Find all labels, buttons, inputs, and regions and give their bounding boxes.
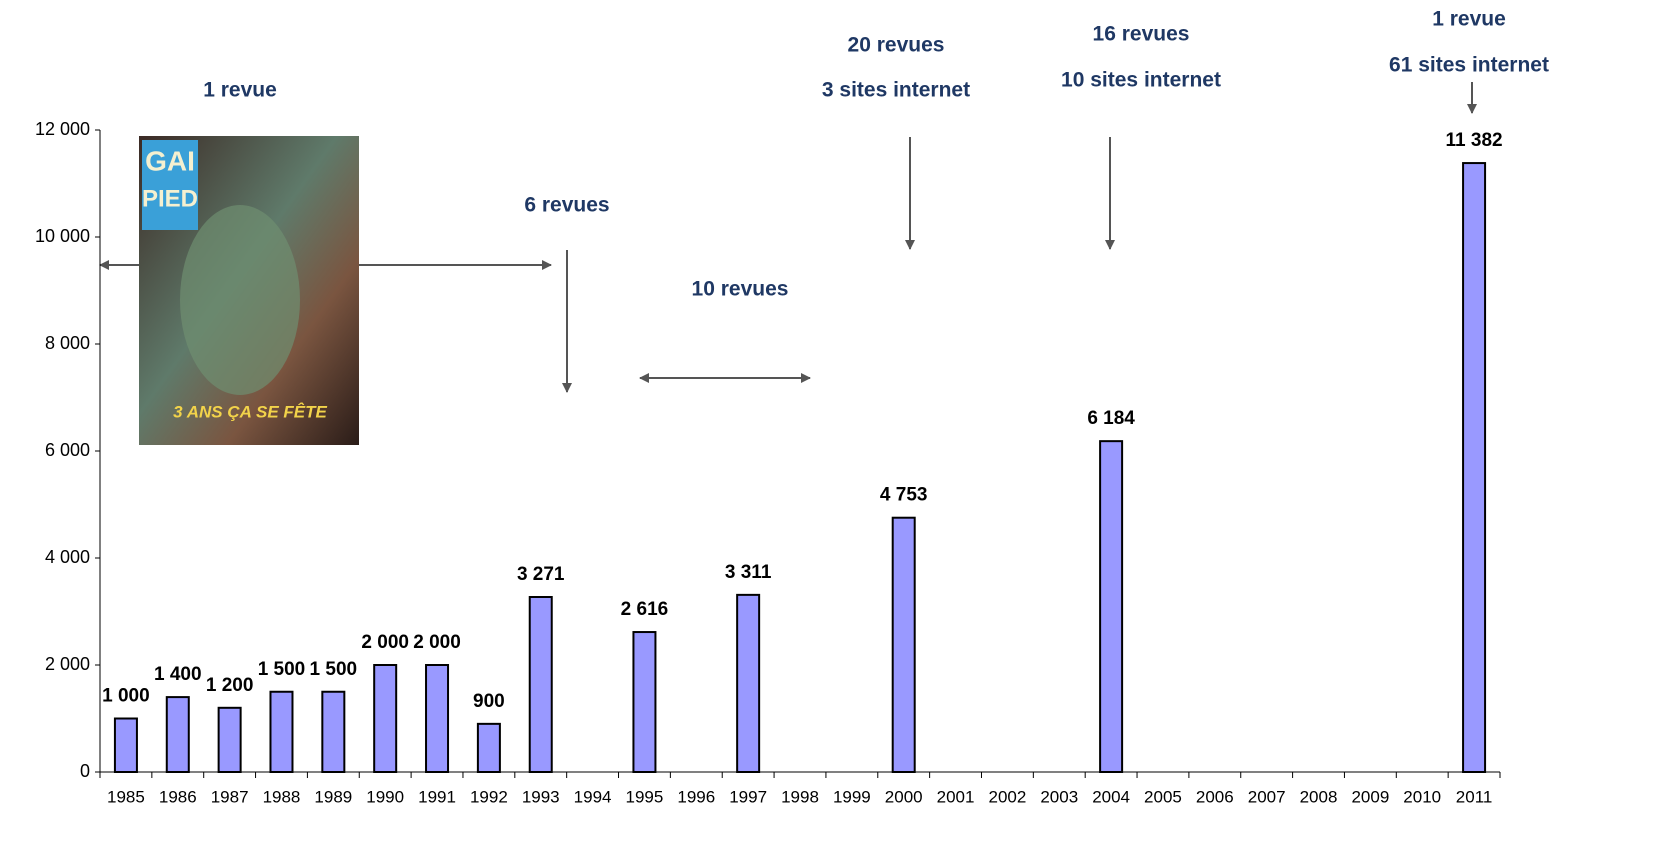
annotation: 6 revues: [524, 194, 609, 217]
bar: [373, 664, 398, 773]
annotation: 20 revues: [848, 34, 945, 57]
x-tick-label: 1995: [626, 787, 664, 806]
value-label: 4 753: [880, 485, 928, 506]
bar: [891, 516, 916, 773]
x-tick-label: 2004: [1092, 787, 1130, 806]
value-label: 3 311: [725, 562, 772, 583]
value-label: 2 000: [361, 632, 409, 653]
y-tick-label: 2 000: [45, 654, 90, 674]
x-tick-label: 1986: [159, 787, 197, 806]
annotation: 61 sites internet: [1389, 54, 1549, 77]
bar: [1462, 162, 1487, 774]
y-tick-label: 0: [80, 761, 90, 781]
y-tick-label: 6 000: [45, 440, 90, 460]
value-label: 11 382: [1446, 130, 1503, 151]
y-tick-label: 12 000: [35, 119, 90, 139]
x-tick-label: 1987: [211, 787, 249, 806]
bar: [528, 596, 553, 774]
bar: [165, 696, 190, 773]
x-tick-label: 1999: [833, 787, 871, 806]
annotation: 10 revues: [692, 278, 789, 301]
x-tick-label: 2005: [1144, 787, 1182, 806]
x-tick-label: 2002: [988, 787, 1026, 806]
y-tick-label: 4 000: [45, 547, 90, 567]
bar: [1099, 440, 1124, 773]
cover-logo-text: GAI: [145, 145, 195, 176]
annotation: 3 sites internet: [822, 79, 970, 102]
value-label: 1 500: [258, 659, 306, 680]
value-label: 1 500: [310, 659, 358, 680]
x-tick-label: 1997: [729, 787, 767, 806]
x-tick-label: 1985: [107, 787, 145, 806]
y-tick-label: 10 000: [35, 226, 90, 246]
x-tick-label: 1998: [781, 787, 819, 806]
x-tick-label: 1993: [522, 787, 560, 806]
annotation: 10 sites internet: [1061, 69, 1221, 92]
x-tick-label: 2001: [937, 787, 975, 806]
y-tick-label: 8 000: [45, 333, 90, 353]
x-tick-label: 1989: [314, 787, 352, 806]
bar: [736, 593, 761, 774]
value-label: 2 616: [621, 599, 669, 620]
value-label: 1 200: [206, 675, 254, 696]
bar: [321, 690, 346, 773]
cover-logo-text: PIED: [142, 185, 198, 212]
x-tick-label: 2011: [1456, 787, 1493, 806]
value-label: 900: [473, 691, 505, 712]
annotation: 1 revue: [1432, 8, 1506, 31]
value-label: 6 184: [1087, 408, 1135, 429]
x-tick-label: 1992: [470, 787, 508, 806]
x-tick-label: 2010: [1403, 787, 1441, 806]
bar: [217, 706, 242, 773]
x-tick-label: 2008: [1300, 787, 1338, 806]
value-label: 2 000: [413, 632, 461, 653]
bar: [632, 631, 657, 773]
x-tick-label: 2000: [885, 787, 923, 806]
x-tick-label: 1991: [418, 787, 456, 806]
annotation: 16 revues: [1093, 23, 1190, 46]
x-tick-label: 1990: [366, 787, 404, 806]
x-tick-label: 2007: [1248, 787, 1286, 806]
x-tick-label: 1994: [574, 787, 612, 806]
bar: [425, 664, 450, 773]
value-label: 1 000: [102, 686, 150, 707]
x-tick-label: 2006: [1196, 787, 1234, 806]
bar: [113, 717, 138, 773]
value-label: 3 271: [517, 564, 565, 585]
magazine-cover: GAI PIED 3 ANS ÇA SE FÊTE: [139, 136, 359, 445]
x-tick-label: 1988: [263, 787, 301, 806]
cover-logo: [142, 140, 198, 230]
cover-caption: 3 ANS ÇA SE FÊTE: [173, 402, 327, 421]
x-tick-label: 2009: [1351, 787, 1389, 806]
cover-face: [180, 205, 300, 395]
value-label: 1 400: [154, 664, 202, 685]
bar: [476, 722, 501, 773]
x-tick-label: 1996: [677, 787, 715, 806]
annotation: 1 revue: [203, 79, 277, 102]
bar: [269, 690, 294, 773]
x-tick-label: 2003: [1040, 787, 1078, 806]
